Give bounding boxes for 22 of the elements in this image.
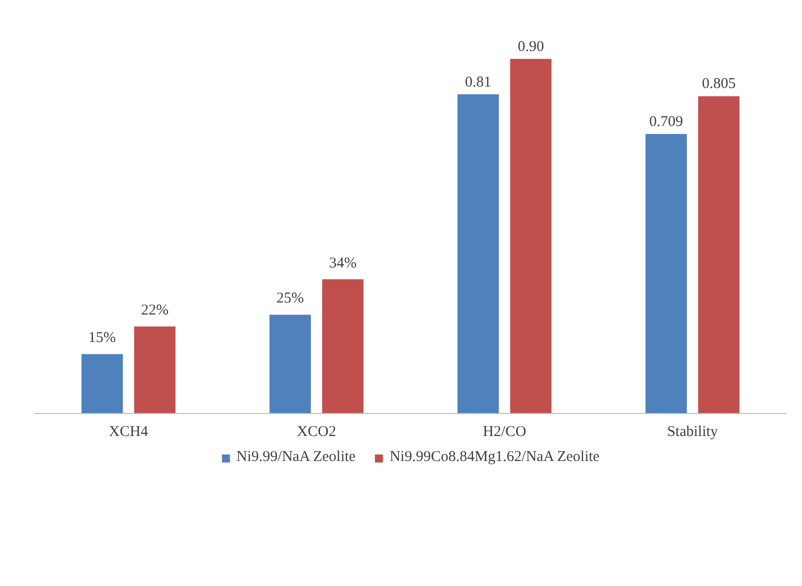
data-label: 0.90 bbox=[518, 38, 544, 55]
data-label: 25% bbox=[276, 290, 304, 307]
bar bbox=[458, 94, 499, 414]
bar bbox=[646, 134, 687, 414]
bar bbox=[698, 96, 740, 414]
data-label: 0.805 bbox=[702, 76, 736, 92]
data-label: 34% bbox=[329, 255, 357, 272]
data-label: 15% bbox=[88, 330, 116, 346]
x-tick-label: Stability bbox=[667, 424, 718, 440]
bar bbox=[322, 279, 364, 414]
data-label: 0.709 bbox=[649, 114, 684, 130]
x-tick-label: XCH4 bbox=[108, 424, 149, 440]
bar bbox=[510, 58, 552, 414]
bar bbox=[82, 354, 123, 414]
x-tick-label: H2/CO bbox=[482, 424, 526, 440]
legend-label: Ni9.99/NaA Zeolite bbox=[236, 449, 356, 466]
x-tick-label: XCO2 bbox=[296, 424, 336, 440]
legend-label: Ni9.99Co8.84Mg1.62/NaA Zeolite bbox=[390, 449, 600, 466]
bar bbox=[270, 314, 311, 414]
bar bbox=[134, 326, 176, 414]
data-label: 0.81 bbox=[465, 74, 492, 90]
data-label: 22% bbox=[141, 302, 169, 319]
